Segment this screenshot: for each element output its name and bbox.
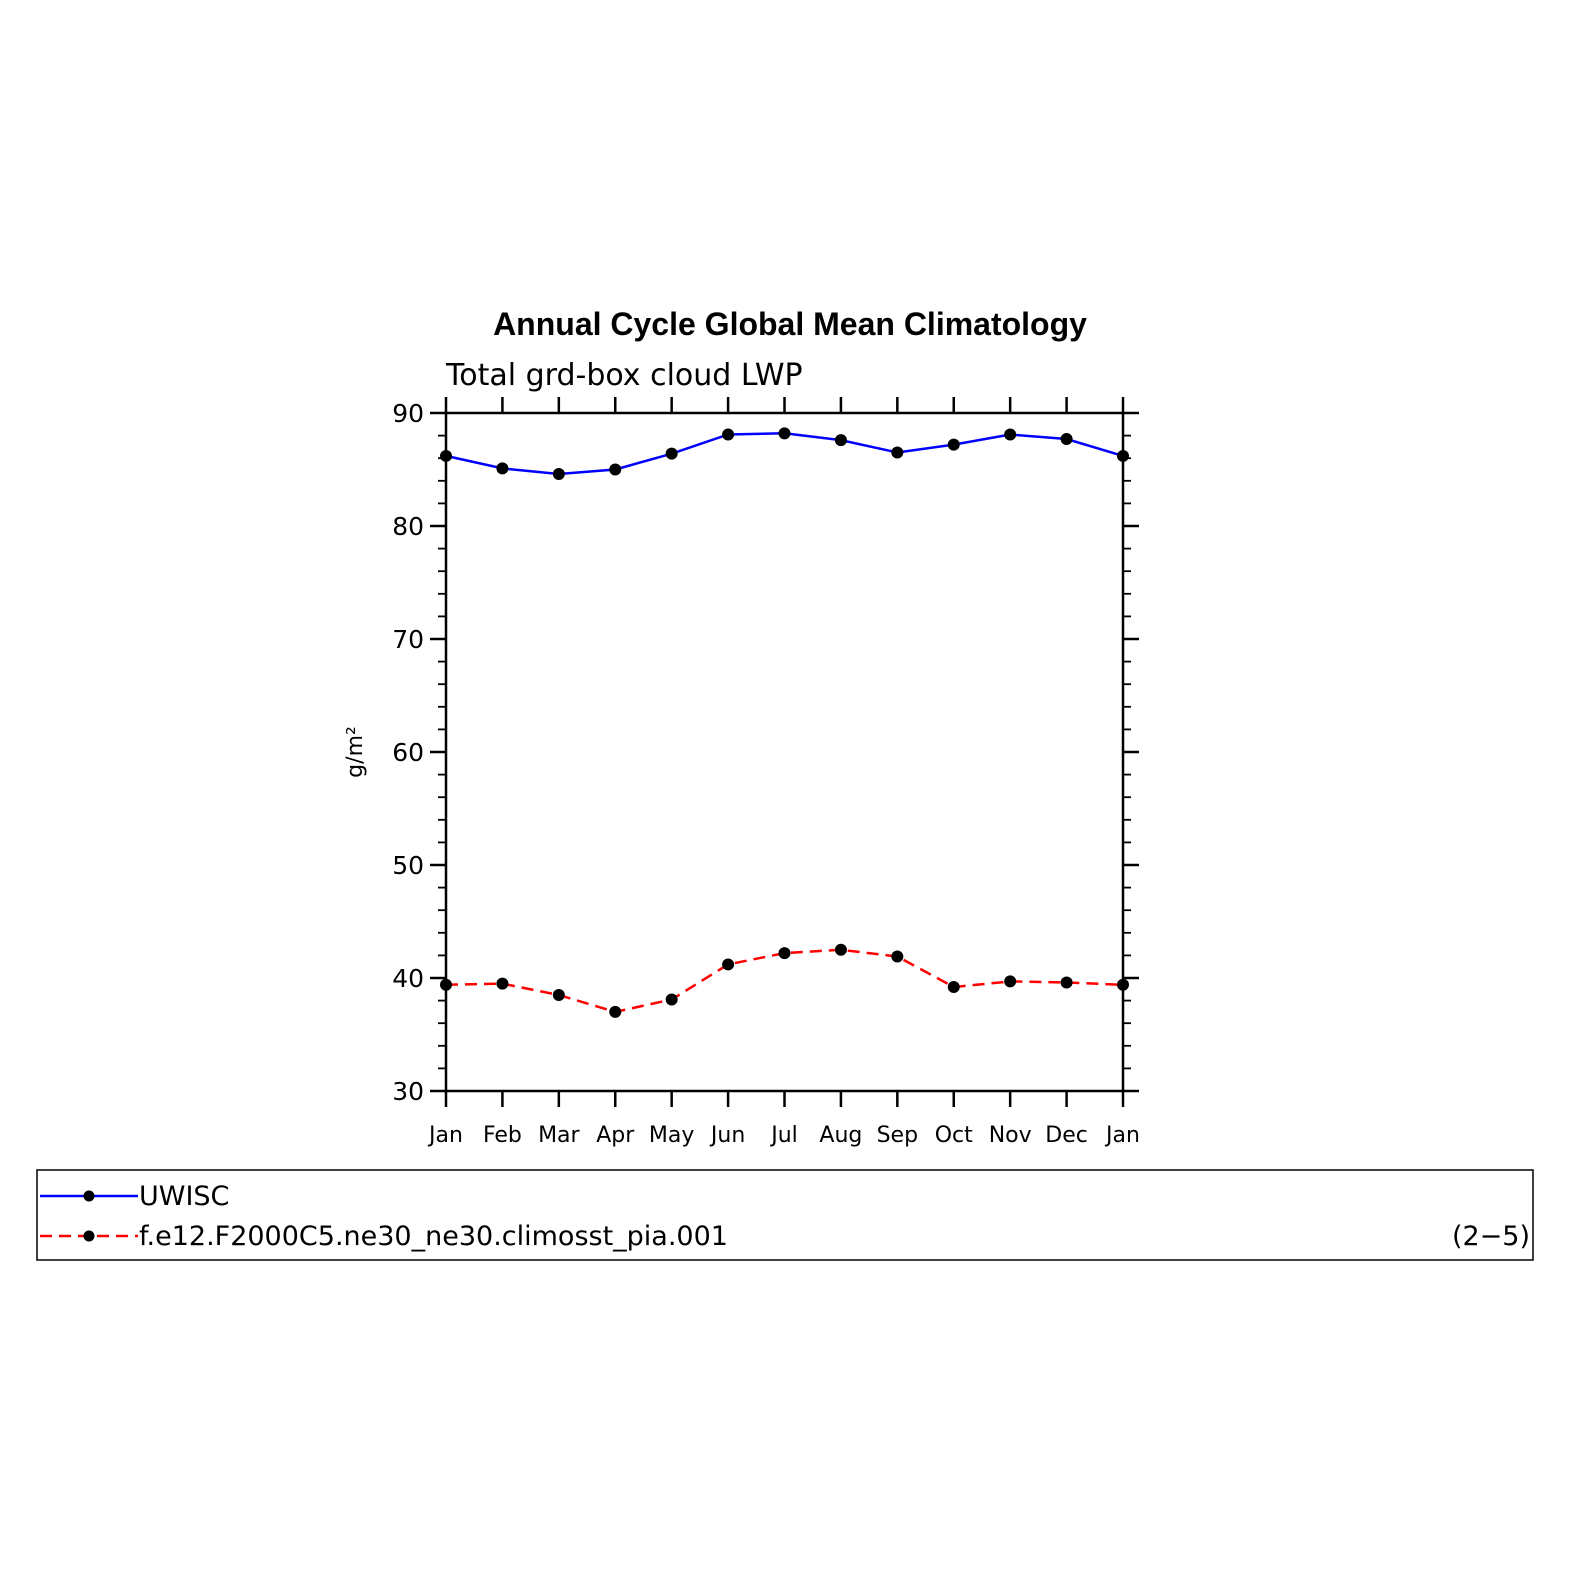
legend-label-model: f.e12.F2000C5.ne30_ne30.climosst_pia.001 [139,1221,728,1252]
y-tick-label: 30 [392,1077,424,1106]
y-tick-label: 90 [392,399,424,428]
data-point-0 [778,427,791,440]
x-tick-label: Apr [596,1123,635,1148]
legend: UWISC f.e12.F2000C5.ne30_ne30.climosst_p… [36,1169,1534,1261]
x-tick-label: Dec [1045,1123,1088,1148]
plot-border [444,411,1125,1093]
x-tick-label: May [649,1123,694,1148]
data-point-1 [722,958,735,971]
x-tick-label: Jan [1104,1123,1140,1148]
x-axis: Jan Feb Mar Apr May Jun Jul Aug Sep Oct Nov Dec Jan [427,397,1140,1148]
data-point-0 [552,468,565,481]
data-point-1 [891,950,904,963]
data-point-1 [778,947,791,960]
data-point-1 [496,977,509,990]
data-point-1 [552,988,565,1001]
x-tick-label: Feb [483,1123,522,1148]
data-point-0 [722,428,735,441]
chart-subtitle: Total grd-box cloud LWP [445,358,803,393]
legend-label-uwisc: UWISC [139,1181,229,1212]
data-point-0 [1004,428,1017,441]
data-point-1 [1004,975,1017,988]
y-axis-label: g/m² [343,726,368,778]
data-point-0 [1060,432,1073,445]
x-tick-label: Aug [819,1123,862,1148]
legend-box [36,1169,1534,1261]
series-line-0 [445,432,1124,476]
chart-title: Annual Cycle Global Mean Climatology [493,306,1087,342]
legend-marker-model [83,1230,95,1242]
data-point-1 [947,981,960,994]
data-point-0 [609,463,622,476]
x-tick-label: Sep [877,1123,918,1148]
data-point-1 [834,943,847,956]
x-tick-label: Oct [935,1123,973,1148]
data-point-1 [665,993,678,1006]
data-point-0 [496,462,509,475]
data-point-1 [1117,978,1129,991]
y-tick-label: 50 [392,851,424,880]
data-point-0 [1117,449,1129,462]
data-point-1 [609,1005,622,1018]
data-point-0 [665,447,678,460]
x-tick-label: Nov [989,1123,1032,1148]
x-tick-label: Jul [769,1123,798,1148]
y-tick-label: 80 [392,512,424,541]
data-point-1 [440,978,452,991]
legend-marker-uwisc [83,1190,95,1202]
data-point-0 [891,446,904,459]
x-tick-label: Jan [427,1123,463,1148]
data-point-0 [440,449,452,462]
y-tick-label: 60 [392,738,424,767]
y-tick-label: 40 [392,964,424,993]
data-point-1 [1060,976,1073,989]
data-point-0 [834,434,847,447]
x-tick-label: Jun [709,1123,745,1148]
series-layer [440,427,1129,1018]
data-point-0 [947,438,960,451]
panel-label: (2−5) [1452,1221,1530,1252]
plot-frame [444,411,1125,1093]
y-axis: 30 40 50 60 70 80 90 [392,399,1139,1106]
x-tick-label: Mar [538,1123,580,1148]
y-tick-label: 70 [392,625,424,654]
